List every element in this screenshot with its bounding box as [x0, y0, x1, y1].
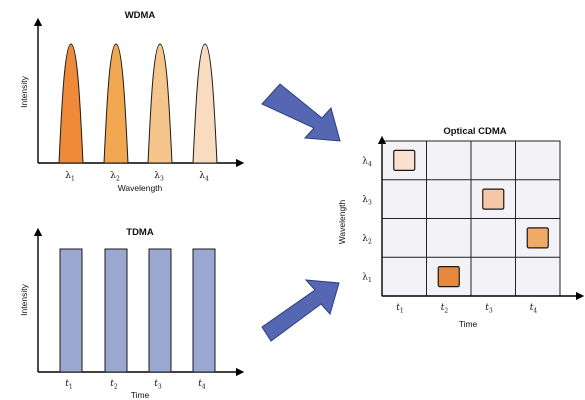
- cdma-col-label-3-symbol: t: [485, 303, 489, 313]
- cdma-row-label-2-subscript: 3: [368, 200, 372, 207]
- cdma-col-label-3: t3: [485, 303, 493, 315]
- wdma-tick-label-3: λ3: [154, 171, 164, 183]
- wdma-y-label: Intensity: [19, 75, 29, 107]
- tdma-bar-2: [104, 248, 128, 373]
- cdma-row-label-1-symbol: λ: [362, 156, 368, 166]
- wdma-peak-4: [192, 43, 218, 164]
- tdma-tick-label-1-subscript: 1: [69, 384, 73, 391]
- tdma-title: TDMA: [126, 227, 154, 238]
- cdma-col-tick-labels: t1 t2 t3 t4: [396, 303, 537, 315]
- wdma-peak-2: [103, 43, 129, 164]
- wdma-tick-labels: λ1 λ2 λ3 λ4: [65, 171, 209, 183]
- cdma-row-label-1-subscript: 4: [368, 161, 372, 168]
- tdma-tick-label-4: t4: [198, 379, 206, 391]
- wdma-tick-label-1: λ1: [65, 171, 75, 183]
- wdma-tick-label-4: λ4: [199, 171, 209, 183]
- cdma-x-label: Time: [459, 319, 478, 329]
- cdma-row-label-3-subscript: 2: [368, 238, 372, 245]
- cdma-col-label-1: t1: [396, 303, 403, 315]
- tdma-x-label: Time: [131, 390, 150, 400]
- cdma-row-label-4: λ1: [362, 273, 372, 285]
- wdma-peak-1: [58, 43, 84, 164]
- tdma-panel: TDMA Intensity Time t1 t2 t3 t4: [19, 227, 245, 400]
- wdma-tick-label-2-subscript: 2: [116, 176, 120, 183]
- cdma-col-label-4: t4: [530, 303, 538, 315]
- wdma-x-label: Wavelength: [118, 183, 163, 193]
- tdma-tick-labels: t1 t2 t3 t4: [65, 379, 206, 391]
- wdma-tick-label-4-subscript: 4: [205, 176, 209, 183]
- tdma-tick-label-2-symbol: t: [110, 379, 114, 389]
- arrow-wdma-to-cdma: [261, 83, 341, 142]
- cdma-col-label-4-symbol: t: [530, 303, 534, 313]
- cdma-row-label-4-symbol: λ: [362, 273, 368, 283]
- tdma-tick-label-2-subscript: 2: [114, 384, 118, 391]
- cdma-title: Optical CDMA: [443, 126, 506, 137]
- wdma-tick-label-4-symbol: λ: [199, 171, 205, 181]
- cdma-y-label: Wavelength: [337, 199, 347, 244]
- cdma-row-label-2-symbol: λ: [362, 195, 368, 205]
- cdma-chip-1: [393, 149, 416, 171]
- wdma-tick-label-3-subscript: 3: [160, 176, 164, 183]
- wdma-tick-label-2: λ2: [110, 171, 120, 183]
- tdma-tick-label-4-subscript: 4: [202, 384, 206, 391]
- tdma-y-label: Intensity: [19, 283, 29, 315]
- cdma-col-label-1-symbol: t: [396, 303, 400, 313]
- tdma-bar-1: [59, 248, 83, 373]
- cdma-col-label-2: t2: [441, 303, 449, 315]
- tdma-tick-label-3-symbol: t: [154, 379, 158, 389]
- cdma-chip-3: [526, 227, 549, 249]
- wdma-tick-label-1-subscript: 1: [71, 176, 75, 183]
- wdma-tick-label-1-symbol: λ: [65, 171, 71, 181]
- wdma-tick-label-3-symbol: λ: [154, 171, 160, 181]
- cdma-row-label-3: λ2: [362, 234, 372, 246]
- cdma-chip-4: [437, 266, 460, 288]
- cdma-row-label-3-symbol: λ: [362, 234, 368, 244]
- cdma-col-label-3-subscript: 3: [489, 308, 493, 315]
- tdma-bar-3: [148, 248, 172, 373]
- cdma-chips: [393, 149, 549, 288]
- wdma-peak-3: [147, 43, 173, 164]
- tdma-bars: [59, 248, 216, 373]
- arrows: [261, 83, 341, 342]
- tdma-tick-label-3-subscript: 3: [158, 384, 162, 391]
- tdma-tick-label-3: t3: [154, 379, 162, 391]
- cdma-col-label-4-subscript: 4: [533, 308, 537, 315]
- tdma-tick-label-4-symbol: t: [198, 379, 202, 389]
- wdma-panel: WDMA Intensity Wavelength λ1 λ2 λ3 λ4: [19, 10, 245, 193]
- tdma-bar-4: [192, 248, 216, 373]
- tdma-tick-label-2: t2: [110, 379, 118, 391]
- cdma-col-label-2-symbol: t: [441, 303, 445, 313]
- wdma-tick-label-2-symbol: λ: [110, 171, 116, 181]
- wdma-peaks: [58, 43, 218, 164]
- cdma-row-label-2: λ3: [362, 195, 372, 207]
- tdma-tick-label-1: t1: [65, 379, 72, 391]
- cdma-row-label-4-subscript: 1: [368, 277, 372, 284]
- cdma-col-label-2-subscript: 2: [444, 308, 448, 315]
- wdma-title: WDMA: [125, 10, 156, 21]
- arrow-tdma-to-cdma: [261, 279, 340, 342]
- cdma-chip-2: [482, 188, 505, 210]
- cdma-row-label-1: λ4: [362, 156, 372, 168]
- cdma-col-label-1-subscript: 1: [400, 308, 404, 315]
- tdma-tick-label-1-symbol: t: [65, 379, 69, 389]
